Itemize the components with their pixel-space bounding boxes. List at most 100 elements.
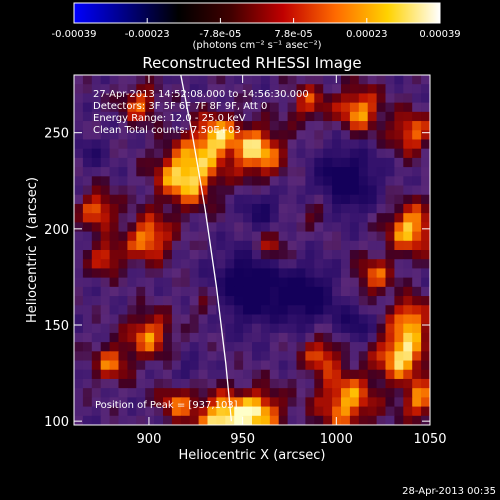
colorbar-tick-label: 0.00023 <box>346 29 387 40</box>
heatmap-pixel <box>252 259 262 270</box>
heatmap-pixel <box>243 250 253 260</box>
heatmap-pixel <box>278 277 289 288</box>
heatmap-pixel <box>341 75 351 85</box>
heatmap-pixel <box>118 388 128 398</box>
heatmap-pixel <box>421 360 430 371</box>
heatmap-pixel <box>163 286 173 297</box>
heatmap-pixel <box>234 360 244 371</box>
heatmap-pixel <box>243 406 253 417</box>
heatmap-pixel <box>403 139 413 150</box>
heatmap-pixel <box>127 296 137 306</box>
heatmap-pixel <box>100 167 111 177</box>
heatmap-pixel <box>91 268 102 279</box>
heatmap-pixel <box>216 121 226 131</box>
heatmap-pixel <box>367 378 378 389</box>
heatmap-pixel <box>367 369 378 380</box>
heatmap-pixel <box>234 415 244 425</box>
heatmap-pixel <box>287 93 298 104</box>
heatmap-pixel <box>198 102 209 113</box>
heatmap-pixel <box>118 240 128 251</box>
heatmap-pixel <box>367 102 378 113</box>
heatmap-pixel <box>198 305 209 316</box>
heatmap-pixel <box>154 305 164 316</box>
heatmap-pixel <box>163 268 173 279</box>
heatmap-pixel <box>109 360 120 371</box>
heatmap-pixel <box>260 231 271 242</box>
heatmap-pixel <box>180 130 191 141</box>
heatmap-pixel <box>189 111 200 122</box>
heatmap-pixel <box>367 314 378 325</box>
heatmap-pixel <box>412 121 422 131</box>
heatmap-pixel <box>252 369 262 380</box>
heatmap-pixel <box>260 213 271 223</box>
heatmap-pixel <box>127 268 137 279</box>
heatmap-pixel <box>189 130 200 141</box>
heatmap-pixel <box>260 314 271 325</box>
heatmap-pixel <box>314 231 324 242</box>
heatmap-pixel <box>91 342 102 352</box>
heatmap-pixel <box>403 332 413 343</box>
heatmap-pixel <box>136 378 146 389</box>
heatmap-pixel <box>118 415 128 425</box>
heatmap-pixel <box>341 388 351 398</box>
heatmap-pixel <box>385 102 395 113</box>
heatmap-pixel <box>198 332 209 343</box>
heatmap-pixel <box>385 351 395 362</box>
heatmap-pixel <box>385 332 395 343</box>
heatmap-pixel <box>341 314 351 325</box>
colorbar-tick-label: -0.00023 <box>125 29 170 40</box>
heatmap-pixel <box>269 157 280 168</box>
heatmap-pixel <box>421 102 430 113</box>
heatmap-pixel <box>243 84 253 95</box>
heatmap-pixel <box>163 194 173 205</box>
heatmap-pixel <box>127 157 137 168</box>
heatmap-pixel <box>296 213 306 223</box>
heatmap-pixel <box>376 121 387 131</box>
heatmap-pixel <box>358 277 369 288</box>
heatmap-pixel <box>154 378 164 389</box>
heatmap-pixel <box>367 194 378 205</box>
heatmap-pixel <box>163 296 173 306</box>
heatmap-pixel <box>394 93 404 104</box>
heatmap-pixel <box>198 406 209 417</box>
heatmap-pixel <box>198 84 209 95</box>
heatmap-pixel <box>358 259 369 270</box>
heatmap-pixel <box>278 369 289 380</box>
heatmap-pixel <box>323 323 333 334</box>
heatmap-pixel <box>287 176 298 187</box>
heatmap-pixel <box>100 369 111 380</box>
heatmap-pixel <box>243 185 253 196</box>
heatmap-pixel <box>278 360 289 371</box>
heatmap-pixel <box>269 268 280 279</box>
heatmap-pixel <box>252 415 262 425</box>
heatmap-pixel <box>269 102 280 113</box>
heatmap-pixel <box>189 305 200 316</box>
heatmap-pixel <box>296 111 306 122</box>
heatmap-pixel <box>216 157 226 168</box>
heatmap-pixel <box>349 259 360 270</box>
heatmap-pixel <box>332 185 342 196</box>
heatmap-pixel <box>171 102 182 113</box>
heatmap-pixel <box>127 378 137 389</box>
heatmap-pixel <box>127 351 137 362</box>
heatmap-pixel <box>100 75 111 85</box>
heatmap-pixel <box>171 203 182 214</box>
heatmap-pixel <box>100 231 111 242</box>
heatmap-pixel <box>225 102 235 113</box>
heatmap-pixel <box>332 167 342 177</box>
heatmap-pixel <box>296 93 306 104</box>
heatmap-pixel <box>349 360 360 371</box>
heatmap-pixel <box>323 342 333 352</box>
heatmap-pixel <box>127 231 137 242</box>
heatmap-pixel <box>394 176 404 187</box>
heatmap-pixel <box>216 111 226 122</box>
heatmap-pixel <box>403 277 413 288</box>
heatmap-pixel <box>225 259 235 270</box>
heatmap-pixel <box>171 323 182 334</box>
heatmap-pixel <box>412 185 422 196</box>
heatmap-pixel <box>385 342 395 352</box>
heatmap-pixel <box>100 397 111 408</box>
heatmap-pixel <box>74 314 84 325</box>
heatmap-pixel <box>109 397 120 408</box>
heatmap-pixel <box>385 203 395 214</box>
